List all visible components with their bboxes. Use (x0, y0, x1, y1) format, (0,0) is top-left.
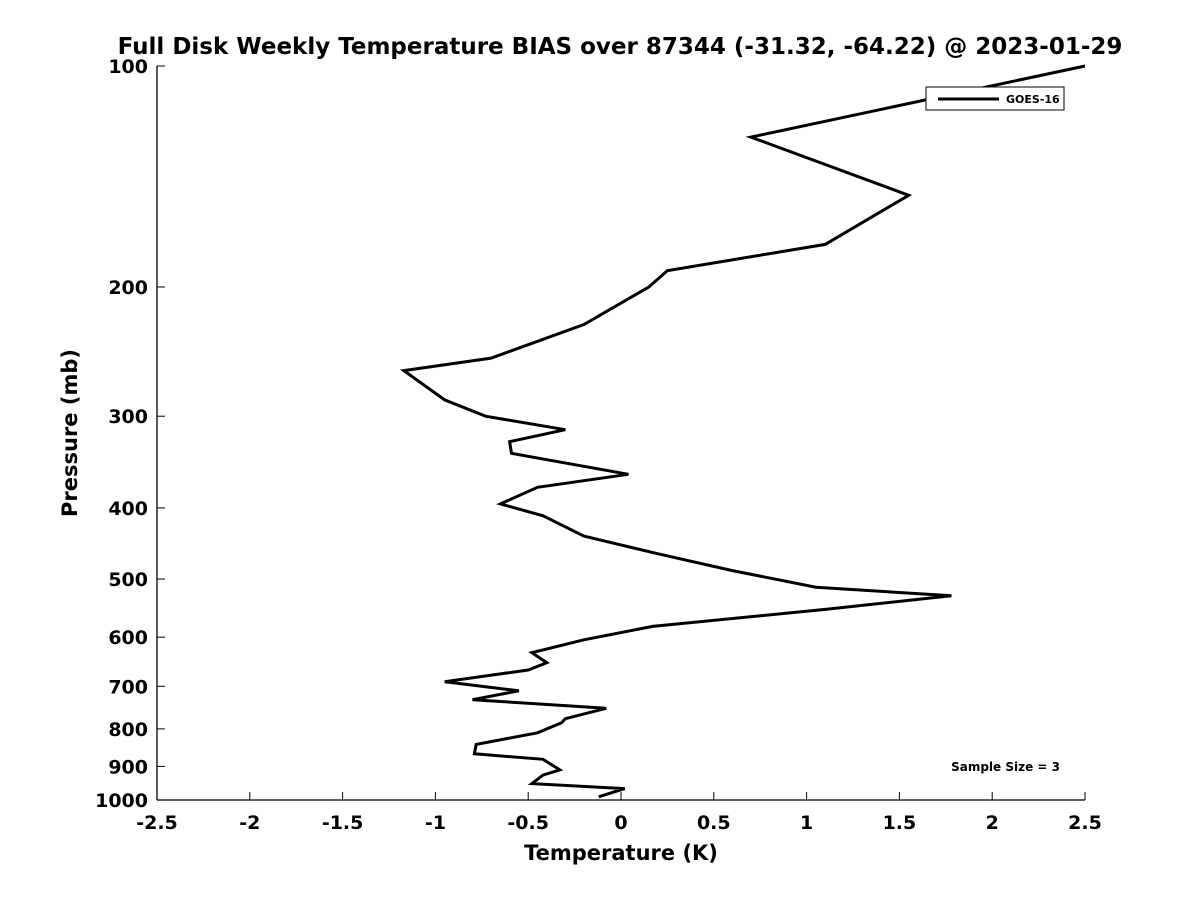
x-tick-label: -2 (239, 812, 260, 834)
x-tick-label: 2 (986, 812, 999, 834)
y-tick-label: 500 (108, 569, 148, 591)
x-tick-label: -1 (425, 812, 446, 834)
sample-size-annotation: Sample Size = 3 (951, 760, 1060, 774)
y-tick-label: 800 (108, 719, 148, 741)
x-tick-label: 2.5 (1068, 812, 1102, 834)
y-tick-label: 600 (108, 627, 148, 649)
y-axis-ticks: 100 200 300 400 500 600 700 800 900 1000 (95, 56, 165, 812)
legend: GOES-16 (925, 86, 1065, 111)
x-tick-label: 0.5 (697, 812, 731, 834)
x-tick-label: -0.5 (507, 812, 549, 834)
legend-label-goes-16: GOES-16 (1006, 93, 1060, 106)
y-tick-label: 700 (108, 676, 148, 698)
y-tick-label: 1000 (95, 790, 148, 812)
y-axis-label: Pressure (mb) (58, 349, 82, 517)
x-tick-label: 1 (800, 812, 813, 834)
x-axis-label: Temperature (K) (524, 841, 718, 865)
y-tick-label: 400 (108, 498, 148, 520)
x-tick-label: -1.5 (322, 812, 364, 834)
x-tick-label: -2.5 (136, 812, 178, 834)
y-tick-label: 200 (108, 277, 148, 299)
series-group (399, 64, 1086, 799)
y-tick-label: 100 (108, 56, 148, 78)
plot-axes (156, 66, 1085, 801)
x-tick-label: 1.5 (883, 812, 917, 834)
y-tick-label: 300 (108, 406, 148, 428)
series-line-goes-16 (399, 64, 1086, 799)
x-tick-label: 0 (614, 812, 627, 834)
y-tick-label: 900 (108, 756, 148, 778)
x-axis-ticks: -2.5 -2 -1.5 -1 -0.5 0 0.5 1 1.5 2 2.5 (136, 792, 1102, 834)
chart-title: Full Disk Weekly Temperature BIAS over 8… (118, 34, 1123, 60)
